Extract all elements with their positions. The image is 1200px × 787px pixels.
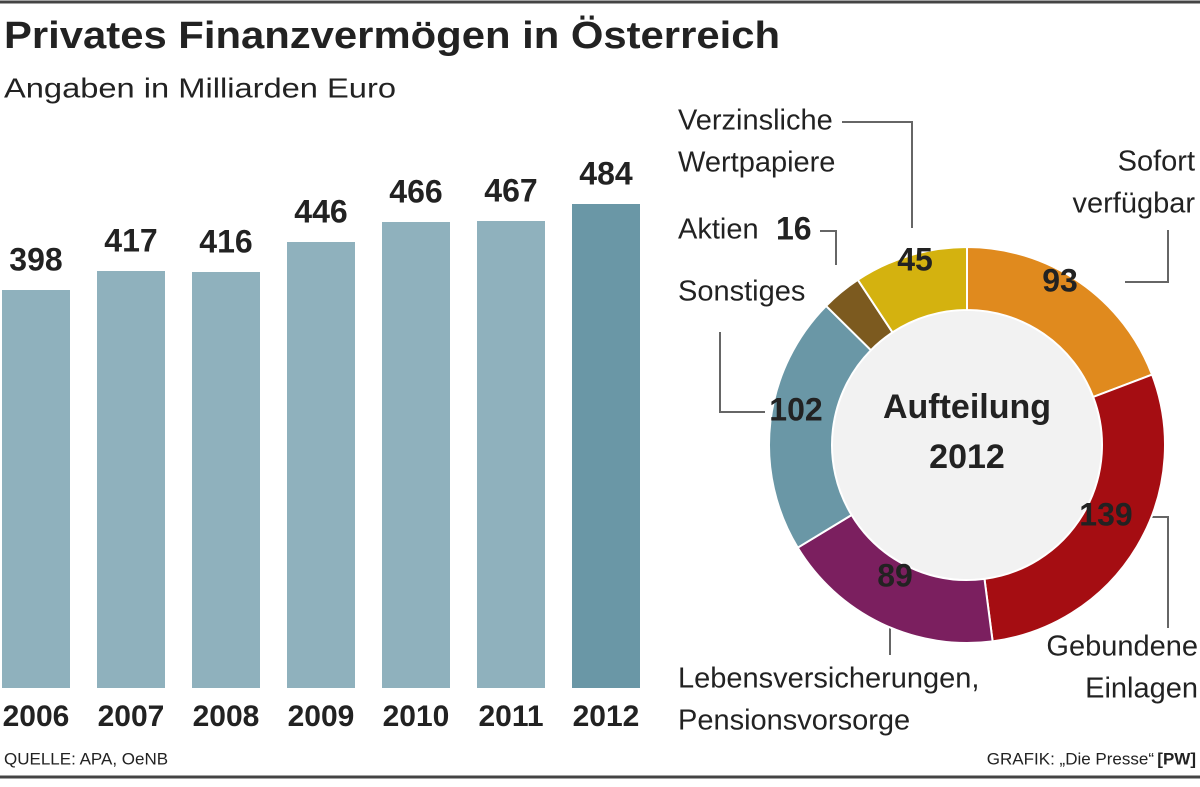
segment-label: Aktien [678,214,759,246]
value-label: 102 [769,391,822,427]
value-label: 398 [9,241,62,277]
value-label: 467 [484,172,537,208]
value-label: 139 [1079,496,1132,532]
segment-label: Wertpapiere [678,147,835,179]
value-label: 16 [776,210,812,246]
segment-label: Einlagen [1085,673,1198,705]
donut-hole [833,311,1101,579]
title: Privates Finanzvermögen in Österreich [4,14,780,57]
x-tick-label: 2007 [98,700,165,733]
segment-label: Lebensversicherungen, [678,663,979,695]
x-tick-label: 2008 [193,700,260,733]
segment-label: Sonstiges [678,276,805,308]
bar [382,222,450,688]
source: QUELLE: APA, OeNB [4,749,168,768]
value-label: 93 [1042,262,1078,298]
segment-label: Pensionsvorsorge [678,705,910,737]
segment-label: Sofort [1118,146,1195,178]
x-tick-label: 2011 [478,700,543,733]
value-label: 416 [199,223,252,259]
segment-label: verfügbar [1072,188,1195,220]
bar [192,272,260,688]
bar [287,242,355,688]
center-label: Aufteilung [883,388,1051,426]
bar [2,290,70,688]
value-label: 89 [877,557,913,593]
center-label: 2012 [929,438,1005,476]
x-tick-label: 2010 [383,700,450,733]
donut-segment [983,373,1166,643]
bar [97,271,165,688]
subtitle: Angaben in Milliarden Euro [4,72,396,103]
x-tick-label: 2006 [3,700,70,733]
bar [572,204,640,688]
credit-tag: [PW] [1157,749,1196,768]
value-label: 484 [579,155,633,191]
x-tick-label: 2009 [288,700,355,733]
value-label: 45 [897,241,933,277]
value-label: 466 [389,173,442,209]
bar [477,221,545,688]
credit: GRAFIK: „Die Presse“ [987,749,1155,768]
x-tick-label: 2012 [573,700,640,733]
segment-label: Verzinsliche [678,105,833,137]
segment-label: Gebundene [1046,631,1198,663]
value-label: 446 [294,193,347,229]
donut-segment [856,245,968,334]
value-label: 417 [104,222,157,258]
